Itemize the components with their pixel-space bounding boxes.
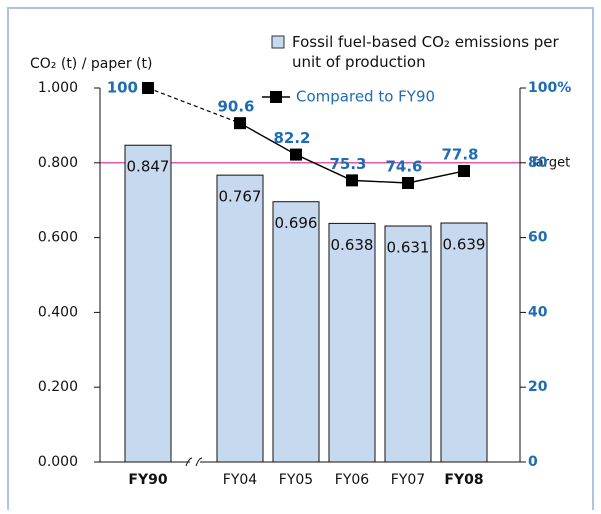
x-tick-label: FY90 — [128, 472, 167, 488]
line-value-label: 77.8 — [441, 146, 478, 164]
bar-value-label: 0.638 — [331, 236, 374, 254]
y-tick-label: 0.800 — [38, 155, 78, 171]
legend-label: Compared to FY90 — [296, 88, 435, 106]
y-tick-label: 1.000 — [38, 80, 78, 96]
line-value-label: 74.6 — [385, 157, 422, 175]
bar — [124, 144, 172, 463]
bar — [440, 222, 488, 463]
y2-tick-label: 40 — [528, 304, 548, 320]
bar-value-label: 0.639 — [443, 236, 486, 254]
line-segment-dashed — [147, 87, 241, 124]
bar-value-label: 0.631 — [387, 239, 430, 257]
line-value-label: 100 — [107, 79, 138, 97]
line-value-label: 90.6 — [217, 98, 254, 116]
y-axis-label: CO₂ (t) / paper (t) — [30, 56, 152, 72]
x-tick-label: FY04 — [223, 472, 258, 488]
y-tick-label: 0.000 — [38, 454, 78, 470]
line-marker — [234, 117, 246, 130]
x-tick-label: FY05 — [279, 472, 313, 488]
y2-tick-label: 60 — [528, 230, 548, 246]
y2-tick-label: 100% — [528, 80, 571, 96]
bar — [272, 201, 320, 463]
x-tick-label: FY08 — [444, 472, 483, 488]
y-tick-label: 0.400 — [38, 304, 78, 320]
bar-value-label: 0.696 — [275, 214, 318, 232]
legend-label: Fossil fuel-based CO₂ emissions per unit … — [292, 33, 560, 71]
y2-tick-label: 80 — [528, 155, 548, 171]
bar-value-label: 0.847 — [127, 158, 170, 176]
line-marker — [142, 82, 154, 94]
line-marker — [402, 176, 414, 189]
x-tick-label: FY06 — [335, 472, 370, 488]
bar — [328, 222, 376, 463]
y2-tick-label: 0 — [528, 454, 538, 470]
axis-break — [185, 457, 203, 467]
line-marker — [290, 148, 302, 161]
bar — [384, 225, 432, 463]
legend-swatch — [271, 35, 285, 49]
target-label: Target — [529, 155, 570, 170]
line-marker — [346, 174, 358, 187]
y-tick-label: 0.600 — [38, 230, 78, 246]
line-value-label: 75.3 — [329, 155, 366, 173]
frame — [7, 7, 594, 514]
bar — [216, 174, 264, 463]
y-tick-label: 0.200 — [38, 379, 78, 395]
legend-marker — [270, 91, 282, 103]
bar-value-label: 0.767 — [219, 188, 262, 206]
x-tick-label: FY07 — [391, 472, 425, 488]
y2-tick-label: 20 — [528, 379, 548, 395]
line-marker — [458, 165, 470, 178]
line-value-label: 82.2 — [273, 129, 310, 147]
